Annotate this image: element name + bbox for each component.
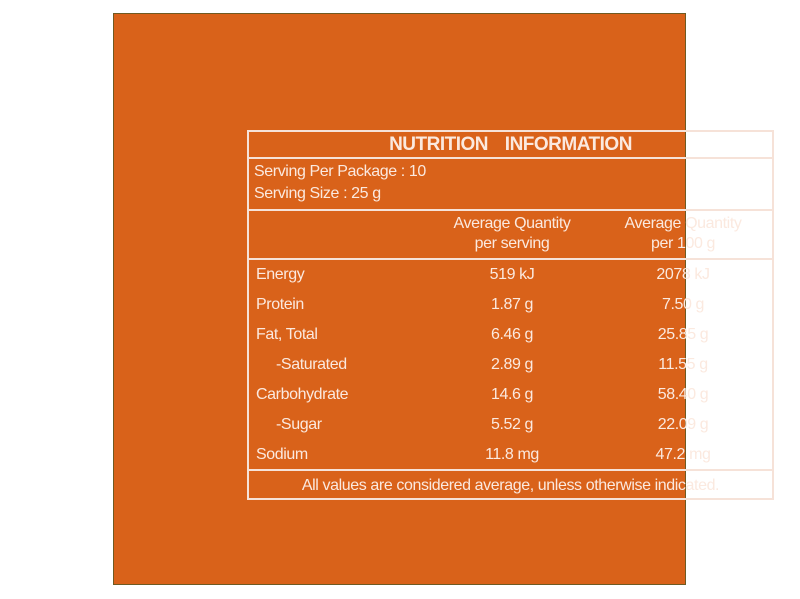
per-serving-value: 1.87 g xyxy=(490,296,534,313)
header-per-serving: Average Quantity per serving xyxy=(422,214,602,254)
table-row: Carbohydrate 14.6 g 58.40 g xyxy=(249,380,772,410)
per-serving-value: 5.52 g xyxy=(490,416,534,433)
footer-note: All values are considered average, unles… xyxy=(249,469,772,500)
nutrient-label: -Saturated xyxy=(276,356,347,373)
table-title: NUTRITION INFORMATION xyxy=(249,132,772,159)
header-line: per 100 g xyxy=(650,235,715,252)
header-line: Average Quantity xyxy=(624,215,742,232)
per-100g-value: 11.55 g xyxy=(658,356,708,373)
nutrient-label: -Sugar xyxy=(276,416,322,433)
table-row: Sodium 11.8 mg 47.2 mg xyxy=(249,440,772,470)
table-row: -Sugar 5.52 g 22.09 g xyxy=(249,410,772,440)
header-line: per serving xyxy=(474,235,550,252)
per-100g-value: 7.50 g xyxy=(661,296,705,313)
per-serving-value: 519 kJ xyxy=(489,266,535,283)
table-row: Fat, Total 6.46 g 25.85 g xyxy=(249,320,772,350)
label-panel: NUTRITION INFORMATION Serving Per Packag… xyxy=(113,13,774,585)
per-serving-value: 11.8 mg xyxy=(485,446,539,463)
nutrient-label: Sodium xyxy=(256,446,308,463)
per-serving-value: 6.46 g xyxy=(490,326,534,343)
per-100g-value: 2078 kJ xyxy=(656,266,710,283)
nutrient-label: Energy xyxy=(256,266,305,283)
nutrition-table: NUTRITION INFORMATION Serving Per Packag… xyxy=(247,130,774,500)
column-headers: Average Quantity per serving Average Qua… xyxy=(249,209,772,260)
header-per-100g: Average Quantity per 100 g xyxy=(593,214,773,254)
per-serving-value: 14.6 g xyxy=(490,386,534,403)
table-row: -Saturated 2.89 g 11.55 g xyxy=(249,350,772,380)
serving-info: Serving Per Package : 10 Serving Size : … xyxy=(249,159,772,211)
nutrient-label: Protein xyxy=(256,296,304,313)
serving-per-package: Serving Per Package : 10 xyxy=(254,163,426,180)
nutrient-label: Carbohydrate xyxy=(256,386,349,403)
table-row: Energy 519 kJ 2078 kJ xyxy=(249,260,772,290)
per-100g-value: 58.40 g xyxy=(657,386,709,403)
per-100g-value: 22.09 g xyxy=(657,416,709,433)
per-100g-value: 47.2 mg xyxy=(655,446,711,463)
table-row: Protein 1.87 g 7.50 g xyxy=(249,290,772,320)
header-line: Average Quantity xyxy=(453,215,571,232)
nutrient-label: Fat, Total xyxy=(256,326,318,343)
per-serving-value: 2.89 g xyxy=(490,356,534,373)
serving-size: Serving Size : 25 g xyxy=(254,185,381,202)
per-100g-value: 25.85 g xyxy=(657,326,709,343)
